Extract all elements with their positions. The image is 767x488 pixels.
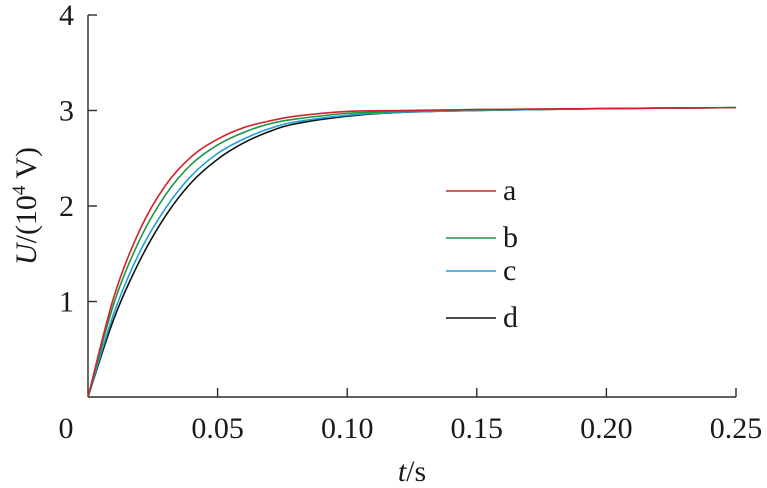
x-tick-label: 0.10 xyxy=(321,412,374,445)
axis-ticks: 0.05 0.10 0.15 0.20 0.25 1 2 3 4 xyxy=(59,0,762,445)
y-axis-unit-exponent: 4 xyxy=(9,185,30,195)
series-group xyxy=(87,106,737,398)
y-tick-label: 1 xyxy=(59,286,74,319)
series-line-d xyxy=(87,106,737,398)
y-axis-variable: U xyxy=(10,241,43,265)
y-axis-title: U/(104 V) xyxy=(9,147,43,265)
series-line-c xyxy=(87,106,737,398)
legend-label-a: a xyxy=(503,174,516,207)
y-tick-label: 4 xyxy=(59,0,74,32)
x-axis-unit: /s xyxy=(406,455,426,488)
series-line-a xyxy=(87,106,737,398)
y-tick-label: 3 xyxy=(59,95,74,128)
legend-label-b: b xyxy=(503,221,518,254)
legend-label-c: c xyxy=(503,254,516,287)
x-axis-variable: t xyxy=(398,455,407,488)
y-axis-unit-suffix: V) xyxy=(10,147,43,186)
y-axis-unit-prefix: /(10 xyxy=(10,195,43,243)
x-tick-label: 0.20 xyxy=(580,412,633,445)
legend-label-d: d xyxy=(503,301,518,334)
x-axis-title: t/s xyxy=(398,455,426,488)
series-line-b xyxy=(87,106,737,398)
x-tick-label: 0.05 xyxy=(191,412,244,445)
x-tick-label: 0.25 xyxy=(710,412,763,445)
y-tick-label: 2 xyxy=(59,190,74,223)
x-tick-label: 0.15 xyxy=(451,412,504,445)
origin-label: 0 xyxy=(59,412,74,445)
